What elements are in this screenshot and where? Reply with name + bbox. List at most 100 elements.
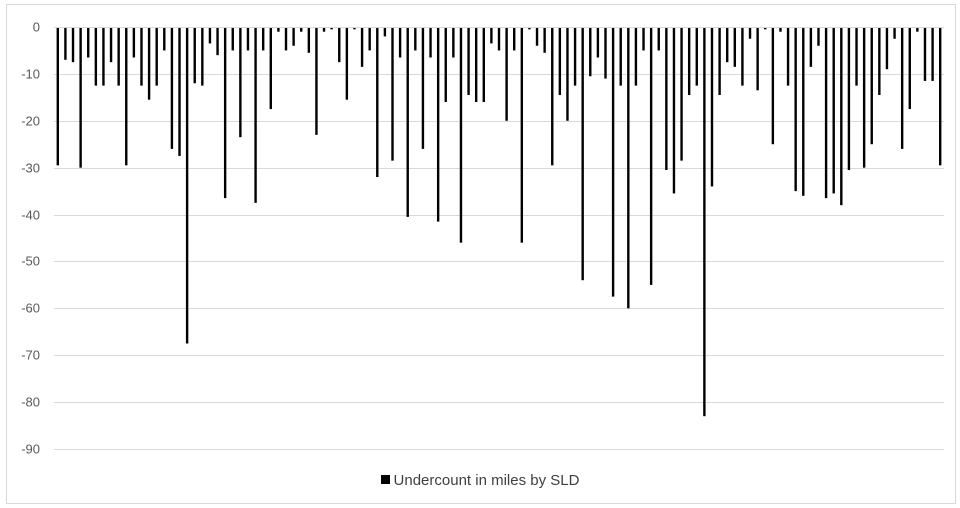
bar	[703, 27, 706, 417]
bar	[634, 27, 638, 86]
bar	[170, 27, 174, 149]
y-tick-label: -90	[21, 442, 40, 457]
bar	[931, 27, 934, 81]
bar	[832, 27, 835, 194]
y-tick-label: -40	[21, 208, 40, 223]
bar	[132, 27, 136, 58]
legend-label: Undercount in miles by SLD	[393, 472, 580, 489]
bar	[406, 27, 409, 217]
bar	[376, 27, 379, 178]
bar	[147, 27, 151, 100]
bar	[840, 27, 843, 206]
bar	[665, 27, 668, 171]
bar	[261, 27, 265, 51]
bar	[741, 27, 744, 86]
y-tick-label: -30	[21, 161, 40, 176]
y-tick-label: -80	[21, 395, 40, 410]
bar	[513, 27, 516, 51]
bar	[551, 27, 554, 166]
bar	[467, 27, 470, 95]
legend: Undercount in miles by SLD	[0, 472, 960, 489]
bar	[315, 27, 318, 135]
bar	[748, 27, 752, 39]
bar	[140, 27, 143, 86]
bar	[566, 27, 569, 121]
bar	[786, 27, 790, 86]
bars	[56, 27, 942, 417]
bar	[779, 27, 782, 32]
chart-frame	[6, 4, 956, 504]
bar	[338, 27, 341, 63]
bar	[269, 27, 272, 110]
bar	[414, 27, 417, 51]
bar	[490, 27, 493, 44]
y-tick-label: -60	[21, 301, 40, 316]
bar	[193, 27, 196, 84]
bar	[900, 27, 904, 149]
bar	[383, 27, 387, 37]
bar	[178, 27, 181, 156]
bar	[847, 27, 851, 171]
bar	[627, 27, 630, 309]
bar	[497, 27, 501, 51]
bar	[581, 27, 584, 281]
bar	[398, 27, 402, 58]
bar	[307, 27, 311, 53]
bar	[794, 27, 797, 192]
bar	[421, 27, 425, 149]
bar	[216, 27, 219, 56]
bar	[223, 27, 227, 199]
bar	[284, 27, 288, 51]
bar	[208, 27, 212, 44]
y-tick-label: -10	[21, 67, 40, 82]
bar	[109, 27, 113, 63]
bar	[360, 27, 364, 67]
bar	[885, 27, 889, 70]
bar	[56, 27, 59, 166]
bar	[368, 27, 371, 51]
bar	[878, 27, 881, 95]
bar	[756, 27, 759, 91]
bar	[436, 27, 440, 222]
bar	[802, 27, 805, 196]
bar	[611, 27, 615, 297]
bar	[231, 27, 234, 51]
bar	[710, 27, 714, 187]
bar	[672, 27, 676, 194]
bar	[809, 27, 813, 67]
y-tick-label: -50	[21, 254, 40, 269]
bar	[908, 27, 911, 110]
legend-swatch	[380, 475, 390, 484]
bar	[726, 27, 729, 63]
bar	[79, 27, 82, 168]
bar	[254, 27, 257, 203]
bar	[353, 27, 356, 30]
bar	[71, 27, 75, 63]
bar	[680, 27, 683, 161]
bar	[604, 27, 607, 79]
bar	[444, 27, 447, 103]
bar	[916, 27, 919, 32]
bar	[771, 27, 775, 145]
bar	[733, 27, 737, 67]
bar	[239, 27, 242, 138]
bar	[94, 27, 98, 86]
bar	[459, 27, 463, 243]
bar	[573, 27, 577, 86]
bar	[923, 27, 927, 81]
bar	[429, 27, 432, 58]
bar	[718, 27, 721, 95]
bar	[163, 27, 166, 51]
bar	[939, 27, 942, 166]
bar	[543, 27, 546, 53]
y-axis-tick-labels: 0 -10 -20 -30 -40 -50 -60 -70 -80 -90	[21, 20, 40, 457]
bar	[125, 27, 128, 166]
bar	[391, 27, 394, 161]
bar	[474, 27, 478, 103]
bar	[558, 27, 562, 95]
y-tick-label: -70	[21, 348, 40, 363]
bar	[300, 27, 303, 32]
bar	[535, 27, 539, 46]
bar	[687, 27, 691, 95]
